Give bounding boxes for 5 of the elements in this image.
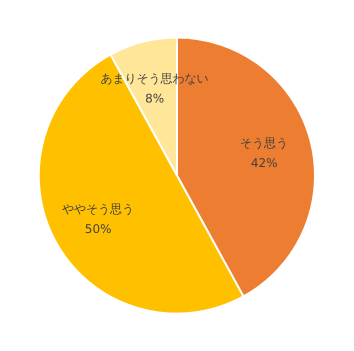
data-label: 42%	[250, 156, 278, 170]
data-label: 8%	[145, 91, 164, 106]
data-label: 50%	[84, 222, 112, 236]
slice-label: ややそう思う	[62, 202, 134, 216]
slice-label: そう思う	[240, 136, 288, 150]
